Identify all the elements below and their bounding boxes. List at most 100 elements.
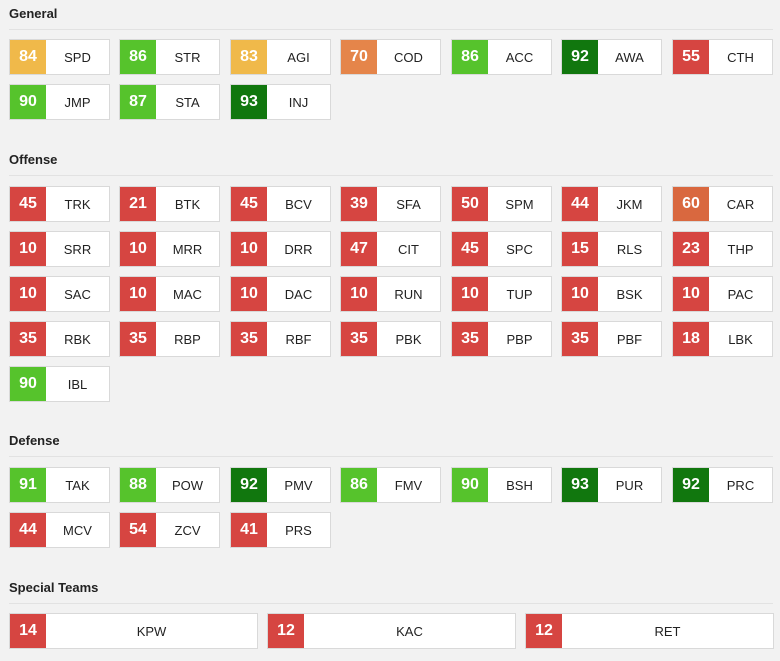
rating-tile-str[interactable]: 86 STR xyxy=(119,39,220,75)
rating-value: 90 xyxy=(10,85,46,119)
rating-label: CTH xyxy=(727,49,754,65)
rating-label: THP xyxy=(727,241,754,257)
rating-value: 88 xyxy=(120,468,156,502)
rating-tile-sta[interactable]: 87 STA xyxy=(119,84,220,120)
rating-label: BTK xyxy=(174,196,201,212)
rating-tile-acc[interactable]: 86 ACC xyxy=(451,39,552,75)
rating-label: KAC xyxy=(396,623,423,639)
rating-tile-prc[interactable]: 92 PRC xyxy=(672,467,773,503)
rating-value: 91 xyxy=(10,468,46,502)
rating-label: RLS xyxy=(616,241,643,257)
rating-tile-pbf[interactable]: 35 PBF xyxy=(561,321,662,357)
rating-value: 86 xyxy=(452,40,488,74)
rating-label: POW xyxy=(171,477,204,493)
rating-value: 35 xyxy=(341,322,377,356)
rating-label: COD xyxy=(394,49,423,65)
rating-label: FMV xyxy=(394,477,423,493)
rating-tile-ibl[interactable]: 90 IBL xyxy=(9,366,110,402)
rating-label: IBL xyxy=(67,376,88,392)
rating-tile-rbp[interactable]: 35 RBP xyxy=(119,321,220,357)
rating-label: INJ xyxy=(288,94,309,110)
rating-value: 35 xyxy=(10,322,46,356)
rating-tile-sfa[interactable]: 39 SFA xyxy=(340,186,441,222)
rating-tile-zcv[interactable]: 54 ZCV xyxy=(119,512,220,548)
rating-tile-kpw[interactable]: 14 KPW xyxy=(9,613,258,649)
rating-value: 90 xyxy=(452,468,488,502)
rating-value: 92 xyxy=(231,468,267,502)
rating-value: 47 xyxy=(341,232,377,266)
rating-tile-rbf[interactable]: 35 RBF xyxy=(230,321,331,357)
rating-value: 70 xyxy=(341,40,377,74)
rating-label: AWA xyxy=(615,49,644,65)
rating-tile-agi[interactable]: 83 AGI xyxy=(230,39,331,75)
rating-label: STA xyxy=(175,94,200,110)
rating-tile-sac[interactable]: 10 SAC xyxy=(9,276,110,312)
rating-value: 12 xyxy=(526,614,562,648)
rating-tile-spm[interactable]: 50 SPM xyxy=(451,186,552,222)
rating-label: DAC xyxy=(284,286,313,302)
rating-label: ZCV xyxy=(174,522,201,538)
rating-tile-lbk[interactable]: 18 LBK xyxy=(672,321,773,357)
offense-section-title: Offense xyxy=(9,152,58,167)
rating-value: 60 xyxy=(673,187,709,221)
rating-label: CIT xyxy=(398,241,419,257)
rating-tile-prs[interactable]: 41 PRS xyxy=(230,512,331,548)
rating-label: PMV xyxy=(284,477,313,493)
rating-tile-srr[interactable]: 10 SRR xyxy=(9,231,110,267)
rating-tile-mac[interactable]: 10 MAC xyxy=(119,276,220,312)
rating-value: 14 xyxy=(10,614,46,648)
rating-tile-dac[interactable]: 10 DAC xyxy=(230,276,331,312)
rating-label: PBP xyxy=(506,331,533,347)
rating-value: 41 xyxy=(231,513,267,547)
rating-value: 12 xyxy=(268,614,304,648)
rating-value: 90 xyxy=(10,367,46,401)
defense-divider xyxy=(9,456,773,457)
rating-tile-pow[interactable]: 88 POW xyxy=(119,467,220,503)
rating-tile-cod[interactable]: 70 COD xyxy=(340,39,441,75)
rating-value: 10 xyxy=(10,277,46,311)
rating-label: PBK xyxy=(395,331,422,347)
rating-tile-mrr[interactable]: 10 MRR xyxy=(119,231,220,267)
rating-tile-pac[interactable]: 10 PAC xyxy=(672,276,773,312)
rating-value: 35 xyxy=(452,322,488,356)
rating-tile-fmv[interactable]: 86 FMV xyxy=(340,467,441,503)
rating-tile-drr[interactable]: 10 DRR xyxy=(230,231,331,267)
rating-tile-btk[interactable]: 21 BTK xyxy=(119,186,220,222)
rating-tile-pbp[interactable]: 35 PBP xyxy=(451,321,552,357)
rating-tile-pbk[interactable]: 35 PBK xyxy=(340,321,441,357)
rating-tile-cth[interactable]: 55 CTH xyxy=(672,39,773,75)
rating-value: 45 xyxy=(10,187,46,221)
rating-tile-rbk[interactable]: 35 RBK xyxy=(9,321,110,357)
rating-tile-cit[interactable]: 47 CIT xyxy=(340,231,441,267)
rating-tile-tup[interactable]: 10 TUP xyxy=(451,276,552,312)
rating-value: 45 xyxy=(231,187,267,221)
rating-tile-pmv[interactable]: 92 PMV xyxy=(230,467,331,503)
rating-tile-thp[interactable]: 23 THP xyxy=(672,231,773,267)
rating-tile-inj[interactable]: 93 INJ xyxy=(230,84,331,120)
rating-tile-jmp[interactable]: 90 JMP xyxy=(9,84,110,120)
rating-tile-spc[interactable]: 45 SPC xyxy=(451,231,552,267)
rating-tile-tak[interactable]: 91 TAK xyxy=(9,467,110,503)
rating-tile-car[interactable]: 60 CAR xyxy=(672,186,773,222)
rating-label: BCV xyxy=(285,196,312,212)
rating-tile-jkm[interactable]: 44 JKM xyxy=(561,186,662,222)
rating-tile-rls[interactable]: 15 RLS xyxy=(561,231,662,267)
rating-tile-awa[interactable]: 92 AWA xyxy=(561,39,662,75)
rating-tile-pur[interactable]: 93 PUR xyxy=(561,467,662,503)
rating-tile-kac[interactable]: 12 KAC xyxy=(267,613,516,649)
rating-value: 21 xyxy=(120,187,156,221)
defense-section-title: Defense xyxy=(9,433,60,448)
rating-tile-bsk[interactable]: 10 BSK xyxy=(561,276,662,312)
rating-tile-mcv[interactable]: 44 MCV xyxy=(9,512,110,548)
rating-tile-ret[interactable]: 12 RET xyxy=(525,613,774,649)
rating-label: SPM xyxy=(505,196,534,212)
rating-tile-bsh[interactable]: 90 BSH xyxy=(451,467,552,503)
rating-value: 18 xyxy=(673,322,709,356)
rating-tile-run[interactable]: 10 RUN xyxy=(340,276,441,312)
rating-tile-bcv[interactable]: 45 BCV xyxy=(230,186,331,222)
rating-value: 10 xyxy=(120,232,156,266)
rating-tile-trk[interactable]: 45 TRK xyxy=(9,186,110,222)
rating-value: 54 xyxy=(120,513,156,547)
special-teams-section-title: Special Teams xyxy=(9,580,99,595)
rating-tile-spd[interactable]: 84 SPD xyxy=(9,39,110,75)
